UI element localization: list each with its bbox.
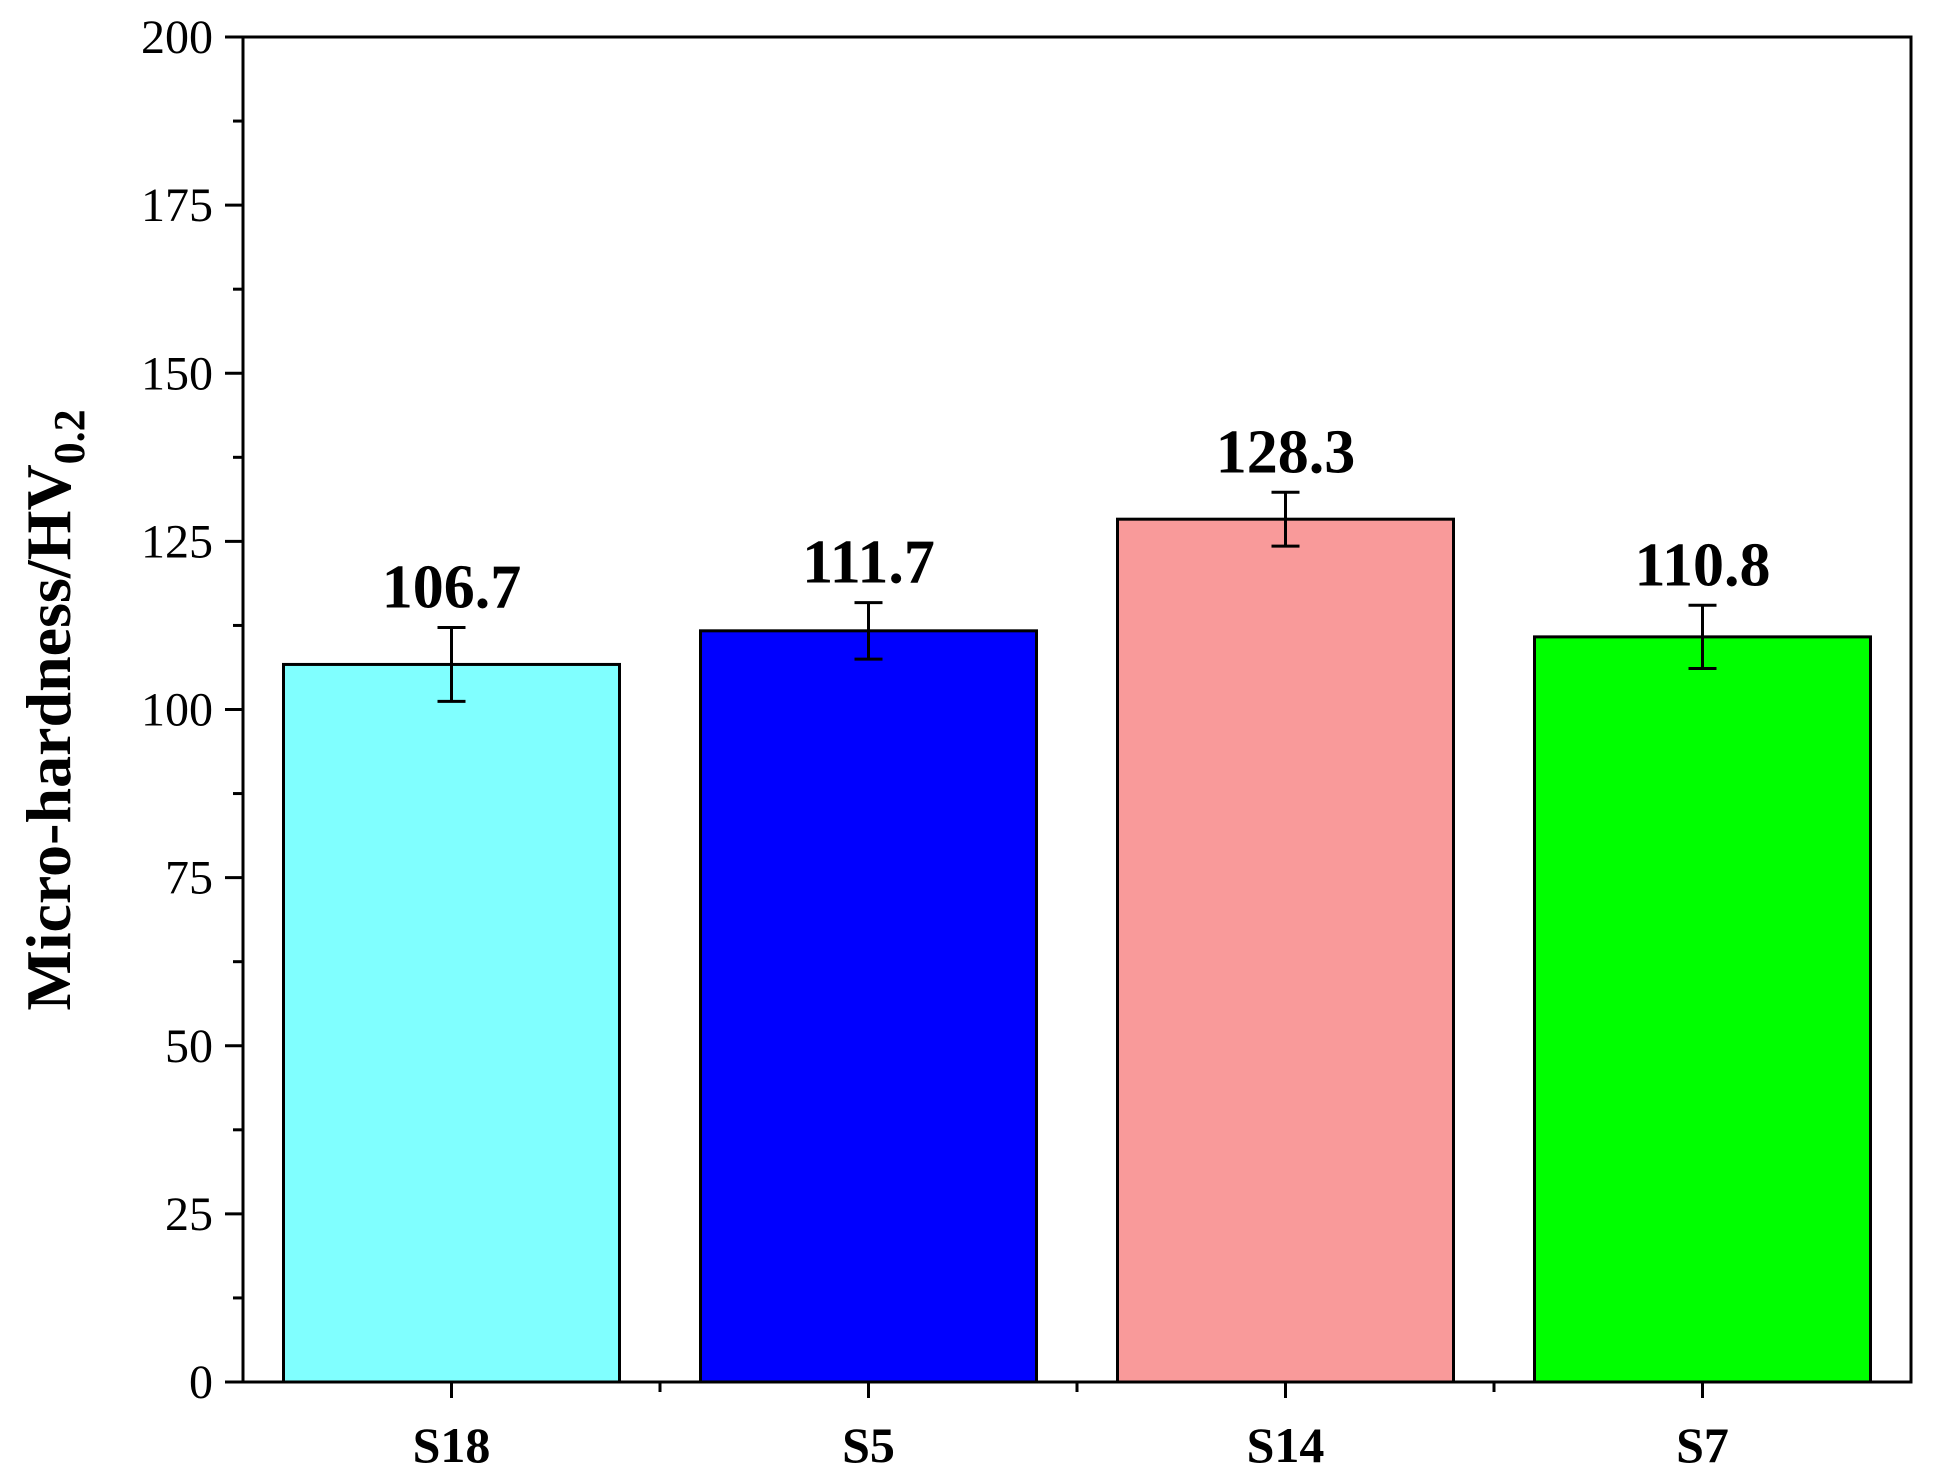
- data-labels-layer: 106.7 111.7 128.3 110.8: [382, 418, 1771, 621]
- x-tick-label-s18: S18: [413, 1417, 491, 1472]
- y-tick-label: 0: [189, 1356, 213, 1409]
- y-tick-label: 125: [141, 515, 213, 568]
- y-tick-label: 150: [141, 347, 213, 400]
- data-label-s7: 110.8: [1634, 531, 1770, 599]
- data-label-s14: 128.3: [1216, 418, 1356, 486]
- data-label-s18: 106.7: [382, 553, 522, 621]
- x-axis: S18 S5 S14 S7: [413, 1382, 1729, 1472]
- bar-s18: [282, 662, 621, 1384]
- data-label-s5: 111.7: [802, 529, 935, 597]
- y-tick-label: 200: [141, 11, 213, 64]
- y-tick-label: 75: [165, 852, 213, 905]
- x-tick-label-s7: S7: [1676, 1417, 1729, 1472]
- error-bar-s18: [437, 625, 466, 703]
- y-tick-label: 100: [141, 684, 213, 737]
- error-bar-s5: [854, 601, 883, 661]
- x-tick-label-s5: S5: [842, 1417, 895, 1472]
- y-tick-label: 50: [165, 1020, 213, 1073]
- y-axis-title-subscript: 0.2: [45, 409, 94, 464]
- bar-s5: [699, 629, 1038, 1384]
- error-bar-s14: [1271, 490, 1300, 548]
- y-tick-label: 175: [141, 179, 213, 232]
- y-axis-title: Micro-hardness/HV0.2: [13, 409, 94, 1010]
- bars-layer: [282, 517, 1872, 1384]
- bar-s14: [1116, 517, 1455, 1384]
- x-tick-label-s14: S14: [1247, 1417, 1325, 1472]
- y-tick-label: 25: [165, 1188, 213, 1241]
- y-axis: 0 25 50 75 100 125 150 175 200: [141, 11, 243, 1409]
- y-axis-title-main: Micro-hardness/HV: [13, 464, 84, 1010]
- error-bar-s7: [1688, 603, 1717, 670]
- error-bars-layer: [437, 490, 1717, 703]
- bar-s7: [1533, 635, 1872, 1384]
